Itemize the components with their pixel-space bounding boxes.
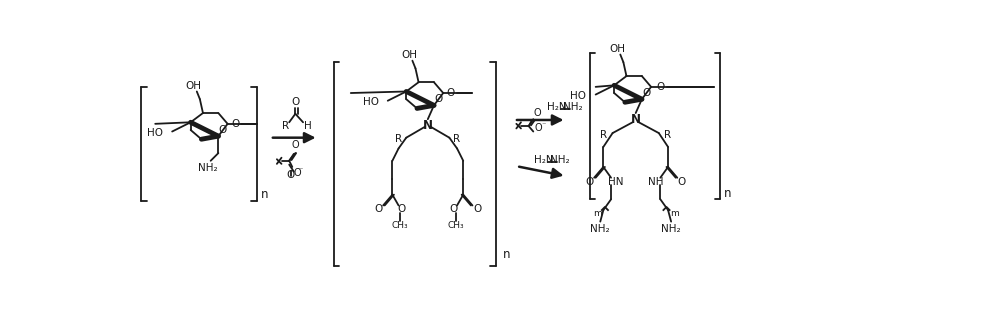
Text: n: n	[724, 186, 732, 200]
Text: O: O	[656, 82, 664, 92]
Text: R: R	[600, 130, 607, 140]
Text: O: O	[219, 125, 227, 135]
Text: HO: HO	[570, 91, 586, 101]
Text: H₂N: H₂N	[547, 102, 567, 112]
Text: m: m	[593, 209, 602, 218]
Text: O: O	[535, 123, 542, 133]
Text: NH₂: NH₂	[550, 155, 569, 165]
Text: OH: OH	[401, 50, 417, 60]
Text: n: n	[503, 248, 510, 261]
Text: HN: HN	[608, 177, 623, 187]
Text: O: O	[293, 168, 301, 178]
Text: R: R	[282, 121, 289, 131]
Text: CH₃: CH₃	[392, 221, 408, 230]
Text: O: O	[678, 177, 686, 186]
Text: NH₂: NH₂	[563, 102, 582, 112]
Text: OH: OH	[609, 44, 625, 54]
Text: O: O	[287, 170, 295, 180]
Text: NH₂: NH₂	[590, 224, 610, 233]
Text: O: O	[374, 204, 383, 214]
Text: ⁻: ⁻	[299, 166, 303, 174]
Text: R: R	[395, 134, 402, 144]
Text: O: O	[585, 177, 594, 186]
Text: O: O	[292, 140, 299, 150]
Text: NH₂: NH₂	[198, 163, 217, 173]
Text: O: O	[533, 108, 541, 118]
Text: O: O	[291, 97, 299, 107]
Text: ⁻: ⁻	[541, 120, 545, 129]
Text: HO: HO	[363, 97, 379, 107]
Text: NH: NH	[648, 177, 663, 187]
Text: O: O	[231, 119, 239, 129]
Text: O: O	[447, 88, 455, 98]
Text: HO: HO	[147, 128, 163, 138]
Text: O: O	[434, 94, 443, 104]
Text: H: H	[304, 121, 312, 131]
Text: O: O	[397, 204, 406, 214]
Text: n: n	[261, 188, 268, 201]
Text: H₂N: H₂N	[534, 155, 554, 165]
Text: CH₃: CH₃	[447, 221, 464, 230]
Text: O: O	[450, 204, 458, 214]
Text: NH₂: NH₂	[661, 224, 681, 233]
Text: N: N	[423, 119, 433, 132]
Text: O: O	[473, 204, 481, 214]
Text: O: O	[642, 88, 651, 98]
Text: N: N	[631, 113, 641, 126]
Text: R: R	[453, 134, 461, 144]
Text: OH: OH	[186, 81, 202, 91]
Text: R: R	[664, 130, 672, 140]
Text: m: m	[670, 209, 679, 218]
